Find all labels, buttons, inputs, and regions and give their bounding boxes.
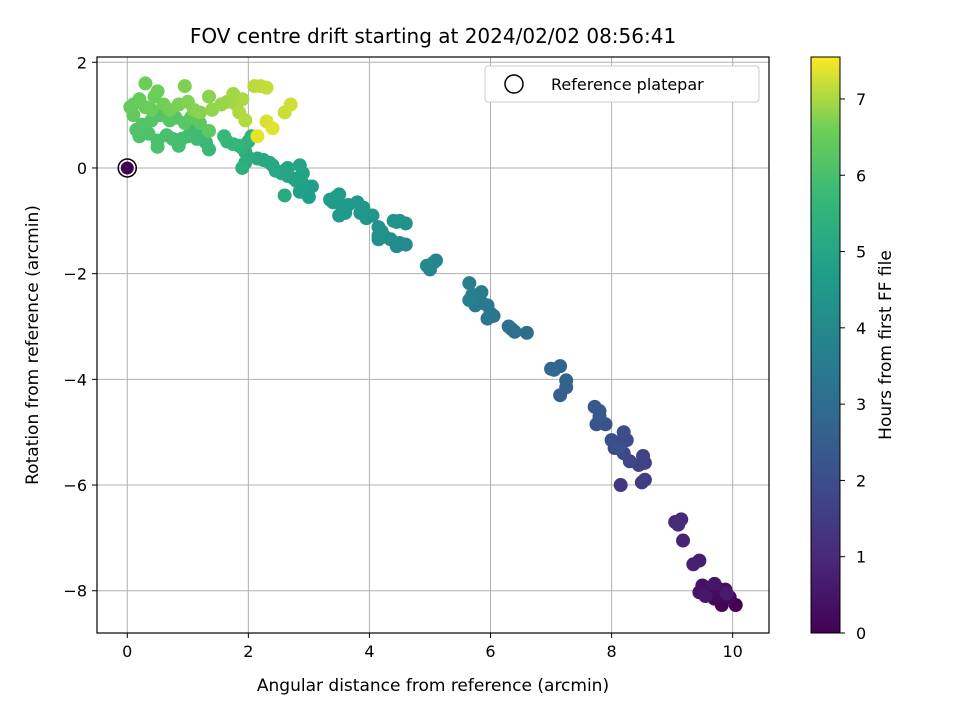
data-point bbox=[686, 557, 701, 572]
y-axis-ticks: 2 0 −2 −4 −6 −8 bbox=[63, 53, 97, 601]
data-point bbox=[238, 113, 253, 128]
x-tick-label: 2 bbox=[243, 642, 253, 661]
data-point bbox=[250, 129, 265, 144]
colorbar-gradient bbox=[810, 56, 841, 634]
data-point bbox=[707, 576, 722, 591]
data-point bbox=[235, 92, 250, 107]
y-tick-label: −6 bbox=[63, 476, 87, 495]
data-point bbox=[719, 586, 734, 601]
colorbar-ticks: 0 1 2 3 4 5 6 7 bbox=[840, 90, 866, 643]
x-tick-label: 10 bbox=[722, 642, 742, 661]
data-point bbox=[610, 441, 625, 456]
x-axis-label: Angular distance from reference (arcmin) bbox=[257, 676, 609, 696]
legend: Reference platepar bbox=[484, 65, 760, 103]
data-point bbox=[671, 517, 686, 532]
data-point bbox=[637, 472, 652, 487]
data-point bbox=[150, 139, 165, 154]
x-tick-label: 6 bbox=[485, 642, 495, 661]
colorbar-tick-label: 6 bbox=[856, 166, 866, 185]
data-point bbox=[259, 80, 274, 95]
data-point bbox=[462, 293, 477, 308]
data-point bbox=[202, 123, 216, 138]
data-point bbox=[138, 76, 153, 91]
data-point bbox=[265, 121, 280, 136]
colorbar-label: Hours from first FF file bbox=[876, 250, 896, 440]
data-point bbox=[202, 89, 216, 104]
data-point bbox=[462, 276, 477, 291]
data-point bbox=[559, 373, 574, 388]
data-point bbox=[144, 102, 159, 117]
data-point bbox=[192, 105, 207, 120]
data-point bbox=[386, 213, 401, 228]
data-point bbox=[613, 478, 628, 493]
x-axis-ticks: 0 2 4 6 8 10 bbox=[122, 633, 743, 661]
data-point bbox=[544, 361, 559, 376]
reference-marker bbox=[117, 158, 138, 178]
reference-point bbox=[120, 161, 134, 175]
data-point bbox=[177, 79, 192, 94]
data-point bbox=[332, 208, 347, 223]
x-tick-label: 8 bbox=[607, 642, 617, 661]
y-tick-label: 0 bbox=[77, 159, 87, 178]
x-tick-label: 4 bbox=[364, 642, 374, 661]
legend-marker-icon bbox=[504, 74, 524, 94]
data-point bbox=[150, 84, 165, 99]
data-point bbox=[323, 192, 338, 207]
y-tick-label: −2 bbox=[63, 265, 87, 284]
data-point bbox=[277, 188, 292, 203]
colorbar-tick-label: 1 bbox=[856, 548, 866, 567]
colorbar-tick-label: 5 bbox=[856, 243, 866, 262]
y-tick-label: −4 bbox=[63, 370, 87, 389]
x-tick-label: 0 bbox=[122, 642, 132, 661]
data-point bbox=[636, 448, 651, 463]
y-tick-label: −8 bbox=[63, 582, 87, 601]
colorbar: 0 1 2 3 4 5 6 7 Hours from first FF file bbox=[810, 56, 896, 643]
colorbar-tick-label: 0 bbox=[856, 624, 866, 643]
legend-box bbox=[484, 65, 760, 103]
data-point bbox=[676, 533, 691, 548]
data-point bbox=[292, 158, 307, 173]
data-point bbox=[616, 425, 631, 440]
legend-label: Reference platepar bbox=[551, 75, 704, 94]
data-point bbox=[235, 160, 250, 175]
y-tick-label: 2 bbox=[77, 53, 87, 72]
data-point bbox=[698, 589, 713, 604]
data-point bbox=[419, 258, 434, 273]
colorbar-tick-label: 4 bbox=[856, 319, 866, 338]
plot-frame bbox=[96, 56, 770, 634]
data-point bbox=[371, 228, 386, 243]
data-point bbox=[501, 319, 516, 334]
data-points bbox=[123, 76, 743, 612]
data-point bbox=[283, 97, 298, 112]
data-point bbox=[519, 325, 534, 340]
colorbar-tick-label: 7 bbox=[856, 90, 866, 109]
data-point bbox=[592, 404, 607, 419]
chart-title: FOV centre drift starting at 2024/02/02 … bbox=[190, 24, 676, 48]
colorbar-tick-label: 2 bbox=[856, 471, 866, 490]
y-axis-label: Rotation from reference (arcmin) bbox=[23, 205, 43, 485]
reference-ring bbox=[117, 158, 138, 178]
colorbar-tick-label: 3 bbox=[856, 395, 866, 414]
data-point bbox=[192, 116, 207, 131]
data-point bbox=[217, 129, 232, 144]
